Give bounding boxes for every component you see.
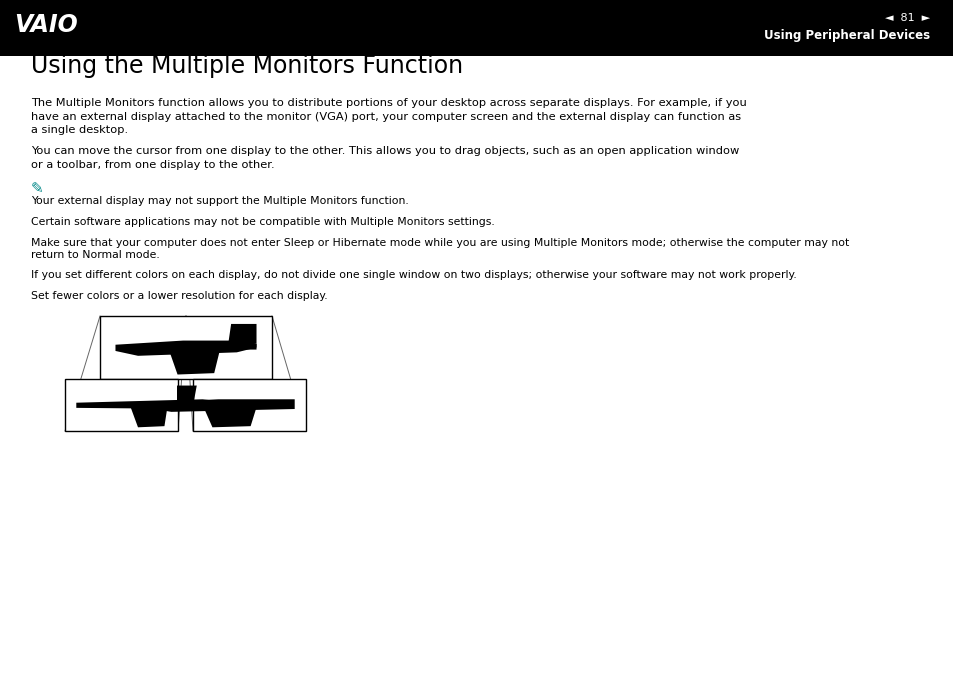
Text: Using the Multiple Monitors Function: Using the Multiple Monitors Function bbox=[30, 54, 462, 78]
Bar bbox=[100, 316, 272, 379]
Text: Certain software applications may not be compatible with Multiple Monitors setti: Certain software applications may not be… bbox=[30, 217, 495, 227]
Polygon shape bbox=[115, 340, 256, 356]
Bar bbox=[0, 0, 953, 56]
Text: The Multiple Monitors function allows you to distribute portions of your desktop: The Multiple Monitors function allows yo… bbox=[30, 98, 746, 108]
Polygon shape bbox=[76, 399, 223, 409]
Polygon shape bbox=[177, 386, 196, 402]
Text: Using Peripheral Devices: Using Peripheral Devices bbox=[763, 30, 929, 42]
Text: a single desktop.: a single desktop. bbox=[30, 125, 128, 135]
Text: Make sure that your computer does not enter Sleep or Hibernate mode while you ar: Make sure that your computer does not en… bbox=[30, 237, 848, 247]
Polygon shape bbox=[228, 343, 256, 350]
Polygon shape bbox=[169, 350, 219, 375]
Text: or a toolbar, from one display to the other.: or a toolbar, from one display to the ot… bbox=[30, 160, 274, 170]
Text: You can move the cursor from one display to the other. This allows you to drag o: You can move the cursor from one display… bbox=[30, 146, 739, 156]
Polygon shape bbox=[177, 402, 193, 406]
Text: If you set different colors on each display, do not divide one single window on : If you set different colors on each disp… bbox=[30, 270, 796, 280]
Text: Set fewer colors or a lower resolution for each display.: Set fewer colors or a lower resolution f… bbox=[30, 291, 327, 301]
Polygon shape bbox=[228, 324, 256, 343]
Text: VAIO: VAIO bbox=[14, 13, 77, 37]
Polygon shape bbox=[148, 399, 294, 412]
Bar bbox=[193, 379, 306, 431]
Text: return to Normal mode.: return to Normal mode. bbox=[30, 250, 159, 260]
Bar bbox=[65, 379, 178, 431]
Text: ◄  81  ►: ◄ 81 ► bbox=[884, 13, 929, 23]
Text: have an external display attached to the monitor (VGA) port, your computer scree: have an external display attached to the… bbox=[30, 111, 740, 121]
Text: ✎: ✎ bbox=[30, 181, 44, 197]
Text: Your external display may not support the Multiple Monitors function.: Your external display may not support th… bbox=[30, 197, 408, 206]
Polygon shape bbox=[131, 407, 167, 427]
Polygon shape bbox=[203, 407, 256, 427]
